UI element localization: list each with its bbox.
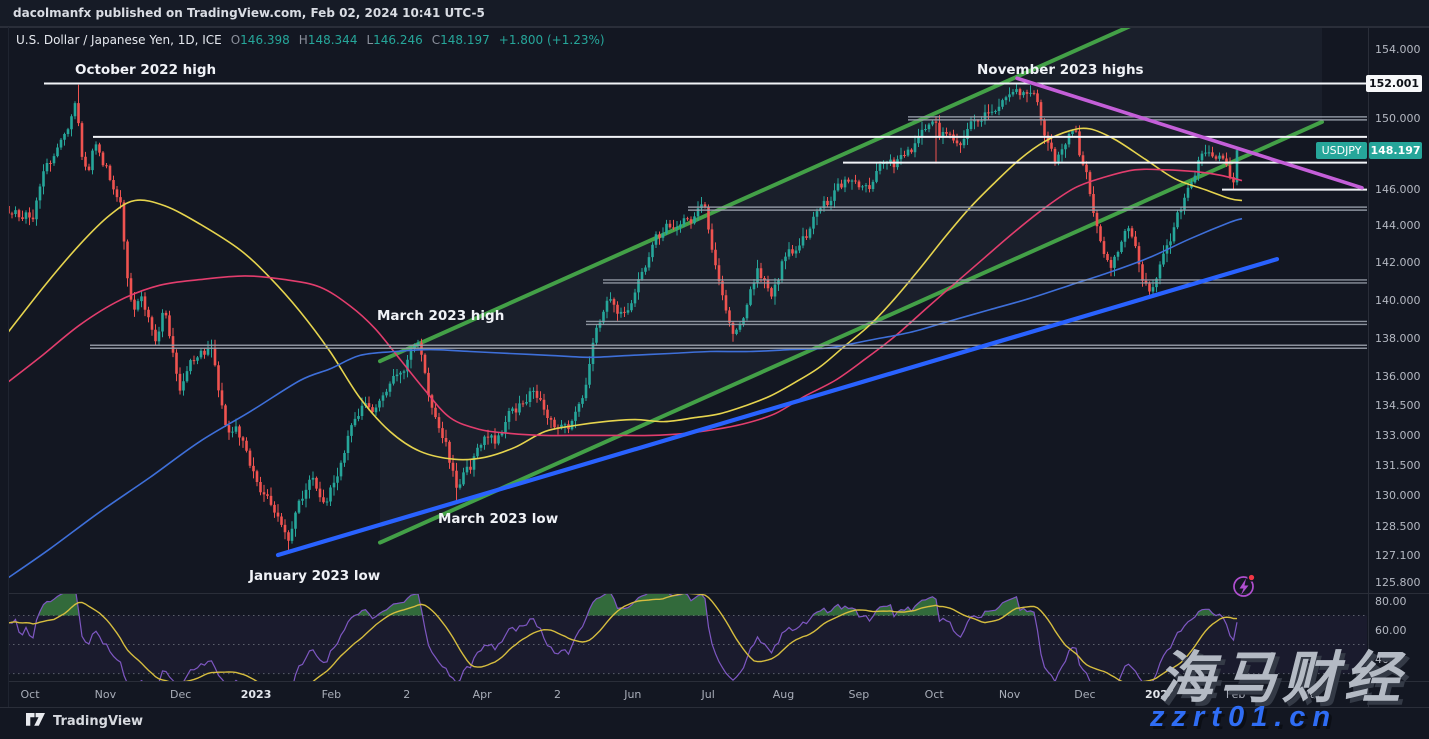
price-tick-127.100: 127.100 [1375,548,1421,562]
price-tick-131.500: 131.500 [1375,458,1421,472]
ma-fast-yellow [8,127,1243,461]
time-tick-5-2: 2 [403,688,411,701]
time-tick-12-Oct: Oct [924,688,944,701]
trendline-support-blue [275,257,1280,558]
ohlc-close-label: C [431,33,441,47]
time-tick-1-Nov: Nov [94,688,117,701]
time-tick-7-2: 2 [553,688,561,701]
time-tick-4-Feb: Feb [321,688,342,701]
publish-bar: dacolmanfx published on TradingView.com,… [0,0,1429,27]
tradingview-logo-icon [26,712,46,731]
annotation-march-2023-high: March 2023 high [377,308,505,324]
price-tick-136.000: 136.000 [1375,370,1421,384]
trendline-channel-lower [378,119,1324,545]
annotation-march-2023-low: March 2023 low [438,511,559,527]
price-tick-134.500: 134.500 [1375,399,1421,413]
symbol-tag: USDJPY [1316,142,1367,159]
time-tick-8-Jun: Jun [624,688,642,701]
ohlc-high-label: H [298,33,308,47]
ma-slow-blue [8,217,1243,579]
price-tick-144.000: 144.000 [1375,219,1421,233]
rsi-overbought-fill [894,596,939,616]
publish-text: dacolmanfx published on TradingView.com,… [13,6,485,20]
time-tick-0-Oct: Oct [20,688,40,701]
time-tick-9-Jul: Jul [701,688,715,701]
time-tick-10-Aug: Aug [772,688,795,701]
time-tick-13-Nov: Nov [998,688,1021,701]
change-value: +1.800 (+1.23%) [498,33,605,47]
ohlc-open: O146.398 [231,33,290,47]
time-tick-6-Apr: Apr [472,688,492,701]
ohlc-low-value: 146.246 [373,33,423,47]
tradingview-attribution-link[interactable]: TradingView [26,712,143,731]
watermark-brand: 海马财经 [1158,646,1406,709]
rsi-overbought-fill [982,596,1035,616]
rsi-overbought-fill [38,594,80,616]
time-tick-16-Feb: Feb [1225,688,1246,701]
rsi-overbought-fill [1196,609,1216,616]
ohlc-low-label: L [366,33,374,47]
rsi-overbought-fill [873,604,894,616]
symbol-title: U.S. Dollar / Japanese Yen, 1D, ICE [16,33,222,47]
rsi-overbought-fill [377,594,423,616]
ohlc-open-value: 146.398 [240,33,290,47]
price-tick-125.800: 125.800 [1375,575,1421,589]
ma-mid-pink [8,168,1243,437]
price-tick-138.000: 138.000 [1375,331,1421,345]
ohlc-low: L146.246 [366,33,422,47]
price-tick-154.000: 154.000 [1375,42,1421,56]
price-tick-146.000: 146.000 [1375,183,1421,197]
time-tick-17-Mar: Mar [1300,688,1322,701]
annotation-january-2023-low: January 2023 low [249,568,381,584]
price-tick-142.000: 142.000 [1375,256,1421,270]
flash-icon[interactable] [1233,573,1256,597]
ohlc-high: H148.344 [299,33,358,47]
rsi-pane [8,594,1367,681]
annotation-november-2023-highs: November 2023 highs [977,62,1144,78]
rsi-overbought-fill [587,594,708,616]
price-pane [8,28,1367,579]
symbol-header: U.S. Dollar / Japanese Yen, 1D, ICE O146… [16,33,605,47]
ohlc-close: C148.197 [432,33,490,47]
trendline-resistance-magenta [1015,76,1364,190]
rsi-tick-60.00: 60.00 [1375,623,1407,637]
annotation-october-2022-high: October 2022 high [75,62,217,78]
rsi-tick-80.00: 80.00 [1375,594,1407,608]
rsi-ma-line [8,594,1238,681]
price-label-152001: 152.001 [1366,75,1422,92]
ohlc-close-value: 148.197 [440,33,490,47]
time-tick-2-Dec: Dec [170,688,192,701]
trend-channel-fill [380,28,1322,543]
tradingview-logo-text: TradingView [53,714,144,729]
rsi-tick-40.00: 40.00 [1375,652,1407,666]
watermark-url: zzrt01.cn [1150,701,1338,733]
last-price-tag: 148.197 [1369,142,1422,159]
time-tick-14-Dec: Dec [1074,688,1096,701]
time-tick-3-2023: 2023 [240,688,272,701]
ohlc-high-value: 148.344 [307,33,358,47]
ohlc-open-label: O [230,33,241,47]
trendline-channel-upper [378,28,1131,364]
price-tick-130.000: 130.000 [1375,489,1421,503]
price-tick-140.000: 140.000 [1375,293,1421,307]
price-tick-133.000: 133.000 [1375,428,1421,442]
time-tick-15-2024: 2024 [1144,688,1176,701]
price-tick-150.000: 150.000 [1375,111,1421,125]
time-tick-11-Sep: Sep [848,688,870,701]
price-tick-128.500: 128.500 [1375,519,1421,533]
